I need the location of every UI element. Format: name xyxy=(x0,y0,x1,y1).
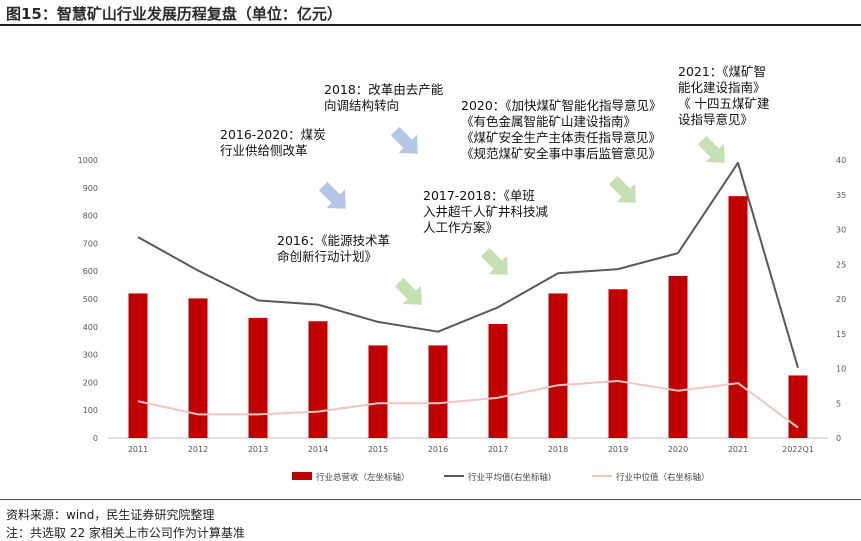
x-axis-tick-label: 2021 xyxy=(728,445,748,454)
median-line xyxy=(137,380,799,429)
right-axis-tick-label: 0 xyxy=(836,434,841,443)
line-series xyxy=(137,161,799,429)
pointer-arrow xyxy=(480,247,508,275)
annotation-text: 设指导意见》 xyxy=(678,112,753,127)
revenue-bar xyxy=(488,324,508,438)
figure-title: 图15：智慧矿山行业发展历程复盘（单位：亿元） xyxy=(6,5,342,23)
annotation-text: 能化建设指南》 xyxy=(678,80,766,95)
revenue-bar xyxy=(128,293,148,438)
annotation-text: 命创新行动计划》 xyxy=(277,249,377,264)
left-axis-tick-label: 200 xyxy=(83,378,98,387)
revenue-bar xyxy=(428,345,448,438)
x-axis-tick-label: 2014 xyxy=(308,445,328,454)
revenue-bar xyxy=(188,298,208,438)
right-axis-tick-label: 10 xyxy=(836,365,846,374)
source-note: 资料来源：wind，民生证券研究院整理 xyxy=(6,508,215,522)
x-axis-tick-label: 2016 xyxy=(428,445,448,454)
revenue-bar xyxy=(248,317,268,438)
legend-label-median: 行业中位值（右坐标轴） xyxy=(616,472,710,483)
annotation-text: 《规范煤矿安全事中事后监管意见》 xyxy=(461,146,661,161)
annotation-text: 《 十四五煤矿建 xyxy=(678,96,770,111)
annotation-text: 2016：《能源技术革 xyxy=(277,233,390,248)
revenue-chart: 0 100 200 300 400 500 600 700 800 900 1000 0 5 10 15 20… xyxy=(78,64,847,483)
annotation-text: 2018：改革由去产能 xyxy=(324,82,444,97)
annotation-text: 2016-2020：煤炭 xyxy=(220,127,326,142)
left-axis-tick-label: 800 xyxy=(83,212,98,221)
left-axis-tick-label: 500 xyxy=(83,295,98,304)
pointer-arrow xyxy=(697,135,725,163)
revenue-bar xyxy=(608,289,628,438)
bar-series xyxy=(128,196,808,438)
annotation-text: 向调结构转向 xyxy=(324,98,399,113)
pointer-arrow-shape xyxy=(480,247,508,275)
revenue-bar xyxy=(668,275,688,438)
right-axis-tick-label: 30 xyxy=(836,226,846,235)
revenue-bar xyxy=(728,196,748,438)
left-axis-tick-label: 700 xyxy=(83,239,98,248)
pointer-arrow xyxy=(608,175,636,203)
x-axis-tick-label: 2012 xyxy=(188,445,208,454)
x-axis-tick-label: 2020 xyxy=(668,445,688,454)
revenue-bar xyxy=(368,345,388,438)
annotation-text: 《有色金属智能矿山建设指南》 xyxy=(461,114,636,129)
pointer-arrow-shape xyxy=(697,135,725,163)
revenue-bar xyxy=(308,321,328,438)
x-axis-tick-label: 2013 xyxy=(248,445,268,454)
annotation-text: 2020：《加快煤矿智能化指导意见》 xyxy=(461,98,662,113)
revenue-bar xyxy=(548,293,568,438)
x-axis-tick-label: 2017 xyxy=(488,445,508,454)
title-rule xyxy=(0,24,861,26)
legend-label-average: 行业平均值(右坐标轴) xyxy=(468,472,551,483)
left-axis-tick-label: 300 xyxy=(83,351,98,360)
left-axis-tick-label: 100 xyxy=(83,406,98,415)
annotation-text: 行业供给侧改革 xyxy=(220,143,308,158)
pointer-arrow-shape xyxy=(394,277,422,305)
pointer-arrow-shape xyxy=(608,175,636,203)
pointer-arrow xyxy=(390,126,418,154)
x-axis-tick-label: 2011 xyxy=(128,445,148,454)
pointer-arrow xyxy=(394,277,422,305)
left-axis-tick-label: 0 xyxy=(93,434,98,443)
legend: 行业总营收（左坐标轴） 行业平均值(右坐标轴) 行业中位值（右坐标轴） xyxy=(292,472,710,483)
left-axis-tick-label: 400 xyxy=(83,323,98,332)
arrow-layer xyxy=(318,126,725,305)
footer-rule xyxy=(0,499,861,500)
legend-label-revenue: 行业总营收（左坐标轴） xyxy=(316,472,410,483)
annotation-text: 入井超千人矿井科技减 xyxy=(423,204,549,219)
pointer-arrow-shape xyxy=(318,181,346,209)
pointer-arrow xyxy=(318,181,346,209)
annotation-text: 2017-2018：《单班 xyxy=(423,188,535,203)
annotation-text: 人工作方案》 xyxy=(423,220,498,235)
right-axis-tick-label: 40 xyxy=(836,156,846,165)
left-axis-tick-label: 900 xyxy=(83,184,98,193)
right-axis-tick-label: 25 xyxy=(836,260,846,269)
pointer-arrow-shape xyxy=(390,126,418,154)
annotation-text: 《煤矿安全生产主体责任指导意见》 xyxy=(461,130,661,145)
x-axis-tick-label: 2018 xyxy=(548,445,568,454)
x-axis-tick-label: 2019 xyxy=(608,445,628,454)
right-axis-tick-label: 15 xyxy=(836,330,846,339)
axes-layer: 0 100 200 300 400 500 600 700 800 900 1000 0 5 10 15 20… xyxy=(78,156,847,454)
right-axis-tick-label: 20 xyxy=(836,295,846,304)
revenue-bar xyxy=(788,375,808,438)
legend-swatch-revenue xyxy=(292,472,312,480)
footnote: 注：共选取 22 家相关上市公司作为计算基准 xyxy=(6,526,245,540)
right-axis-tick-label: 5 xyxy=(836,399,841,408)
annotation-text: 2021：《煤矿智 xyxy=(678,64,766,79)
right-axis-tick-label: 35 xyxy=(836,191,846,200)
left-axis-tick-label: 600 xyxy=(83,267,98,276)
left-axis-tick-label: 1000 xyxy=(78,156,98,165)
x-axis-tick-label: 2022Q1 xyxy=(782,445,814,454)
x-axis-tick-label: 2015 xyxy=(368,445,388,454)
average-line xyxy=(137,161,799,369)
